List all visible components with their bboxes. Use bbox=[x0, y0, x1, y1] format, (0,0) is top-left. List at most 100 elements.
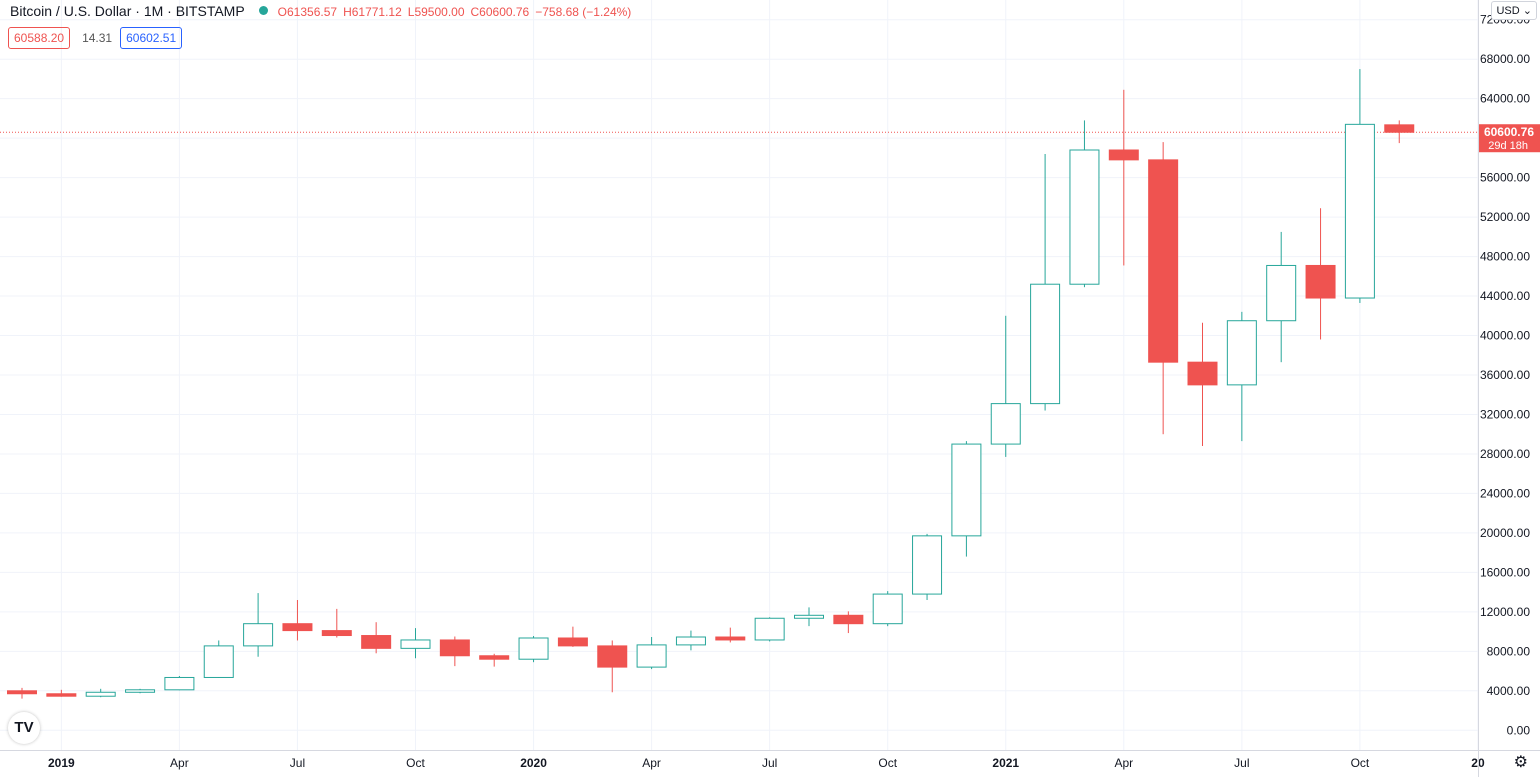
y-tick-label: 4000.00 bbox=[1487, 684, 1531, 698]
candle bbox=[636, 637, 667, 670]
candle bbox=[990, 315, 1021, 457]
candle-body bbox=[1305, 264, 1336, 299]
change-value: −758.68 (−1.24%) bbox=[535, 5, 632, 19]
candle bbox=[164, 675, 195, 691]
y-tick-label: 68000.00 bbox=[1480, 52, 1530, 66]
candle-body bbox=[990, 403, 1021, 445]
y-tick-label: 0.00 bbox=[1507, 723, 1531, 737]
candle-body bbox=[361, 635, 392, 649]
candle-body bbox=[597, 645, 628, 668]
y-tick-label: 44000.00 bbox=[1480, 289, 1530, 303]
candle-body bbox=[1148, 159, 1179, 363]
buy-price-button[interactable]: 60602.51 bbox=[120, 27, 183, 49]
candle-body bbox=[1187, 361, 1218, 386]
x-tick-label: Oct bbox=[406, 756, 425, 770]
candle-body bbox=[321, 630, 352, 637]
last-price-value: 60600.76 bbox=[1484, 125, 1534, 139]
x-tick-label: Oct bbox=[1351, 756, 1370, 770]
candle bbox=[597, 640, 628, 693]
market-status-icon bbox=[258, 6, 268, 15]
candle bbox=[754, 617, 785, 642]
candle-body bbox=[715, 636, 746, 641]
y-tick-label: 28000.00 bbox=[1480, 447, 1530, 461]
candle bbox=[125, 688, 156, 694]
bid-ask-panel: 60588.20 14.31 60602.51 bbox=[8, 27, 183, 49]
candle bbox=[1148, 142, 1179, 435]
y-tick-label: 16000.00 bbox=[1480, 565, 1530, 579]
symbol-title[interactable]: Bitcoin / U.S. Dollar · 1M · BITSTAMP bbox=[10, 3, 245, 19]
candle bbox=[439, 636, 470, 667]
bar-countdown: 29d 18h bbox=[1488, 140, 1528, 152]
y-tick-label: 48000.00 bbox=[1480, 250, 1530, 264]
candle bbox=[1344, 69, 1375, 303]
candle bbox=[282, 600, 313, 641]
y-tick-label: 40000.00 bbox=[1480, 329, 1530, 343]
candle-body bbox=[1108, 149, 1139, 161]
candle-body bbox=[479, 655, 510, 660]
x-tick-label: Jul bbox=[290, 756, 305, 770]
candle bbox=[833, 611, 864, 634]
y-tick-label: 36000.00 bbox=[1480, 368, 1530, 382]
candle bbox=[400, 628, 431, 659]
candle bbox=[675, 630, 706, 651]
tradingview-logo-icon[interactable]: TV bbox=[8, 712, 40, 744]
candle bbox=[912, 533, 943, 600]
spread-value: 14.31 bbox=[82, 31, 113, 45]
candle bbox=[518, 636, 549, 663]
x-tick-label: 2019 bbox=[48, 756, 75, 770]
y-tick-label: 12000.00 bbox=[1480, 605, 1530, 619]
candle-body bbox=[636, 644, 667, 668]
y-tick-label: 64000.00 bbox=[1480, 92, 1530, 106]
y-tick-label: 56000.00 bbox=[1480, 171, 1530, 185]
candle-body bbox=[1266, 264, 1297, 322]
candle bbox=[321, 608, 352, 638]
currency-label: USD bbox=[1496, 5, 1520, 17]
currency-selector[interactable]: USD ⌄ bbox=[1491, 1, 1537, 20]
y-tick-label: 20000.00 bbox=[1480, 526, 1530, 540]
candles bbox=[7, 69, 1415, 699]
gear-icon[interactable]: ⚙ bbox=[1513, 754, 1528, 771]
candle bbox=[1226, 311, 1257, 442]
candle bbox=[46, 689, 77, 697]
candle-body bbox=[518, 637, 549, 660]
x-tick-label: 2020 bbox=[520, 756, 547, 770]
candle-body bbox=[794, 614, 824, 619]
x-tick-label: Apr bbox=[1114, 756, 1133, 770]
candle-body bbox=[282, 623, 313, 632]
candle-body bbox=[833, 614, 864, 625]
low-value: L59500.00 bbox=[407, 5, 465, 19]
x-tick-label: 2021 bbox=[992, 756, 1019, 770]
x-tick-label: Apr bbox=[170, 756, 189, 770]
candle-body bbox=[400, 639, 431, 649]
candle bbox=[872, 591, 903, 627]
candle bbox=[7, 687, 37, 699]
candle-body bbox=[203, 645, 234, 678]
y-tick-label: 24000.00 bbox=[1480, 486, 1530, 500]
sell-price-button[interactable]: 60588.20 bbox=[8, 27, 71, 49]
candle bbox=[85, 688, 116, 698]
x-tick-label: Apr bbox=[642, 756, 661, 770]
candle-body bbox=[439, 639, 470, 657]
open-value: O61356.57 bbox=[277, 5, 338, 19]
candle-body bbox=[872, 593, 903, 625]
candle bbox=[715, 627, 746, 643]
candle bbox=[1108, 89, 1139, 266]
y-tick-label: 32000.00 bbox=[1480, 407, 1530, 421]
candle-body bbox=[1384, 124, 1415, 133]
candle bbox=[1069, 120, 1100, 288]
candle-body bbox=[1069, 149, 1100, 285]
candle-body bbox=[557, 637, 588, 647]
candle-body bbox=[912, 535, 943, 595]
candle bbox=[794, 607, 824, 627]
x-tick-label: Oct bbox=[878, 756, 897, 770]
candle bbox=[361, 622, 392, 654]
candle-body bbox=[951, 443, 982, 537]
candle-body bbox=[1030, 283, 1061, 405]
ohlc-values: O61356.57 H61771.12 L59500.00 C60600.76 −758… bbox=[278, 5, 638, 19]
candle-body bbox=[675, 636, 706, 646]
candle-body bbox=[85, 691, 116, 697]
candle bbox=[243, 593, 274, 657]
